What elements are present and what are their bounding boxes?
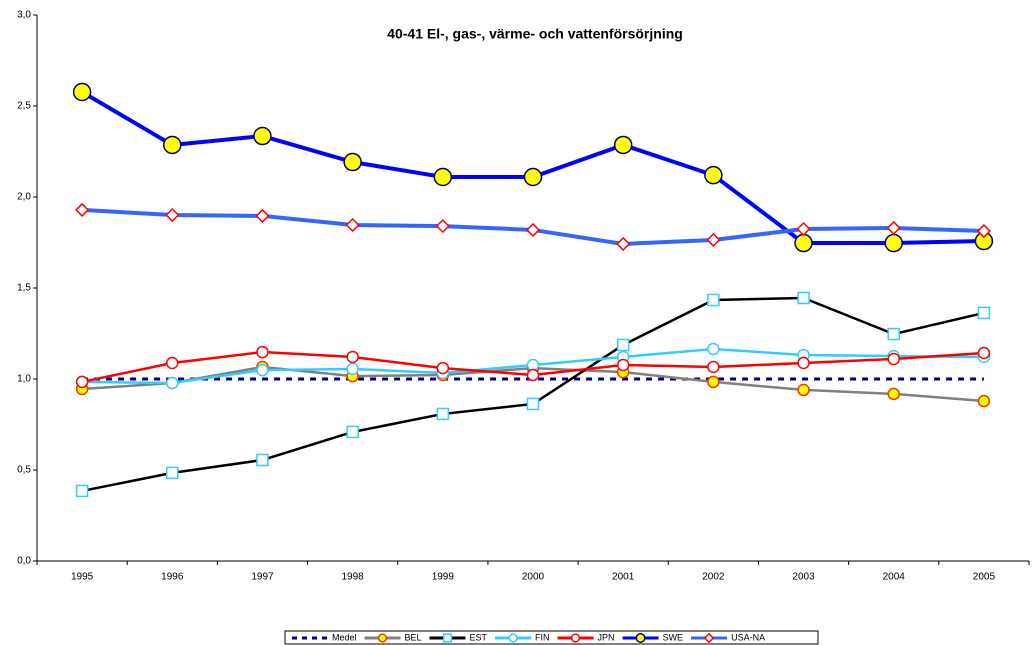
series-line <box>81 90 984 246</box>
marker <box>707 375 720 389</box>
marker <box>442 633 453 643</box>
marker <box>256 453 269 467</box>
marker <box>707 342 720 356</box>
marker <box>887 387 900 401</box>
marker <box>616 358 630 372</box>
marker <box>255 208 270 223</box>
marker <box>75 484 89 498</box>
legend-label: Medel <box>332 632 357 642</box>
x-tick-label: 2003 <box>792 572 815 583</box>
marker <box>797 383 810 397</box>
x-tick-label: 1999 <box>432 572 455 583</box>
legend-label: SWE <box>663 632 684 642</box>
marker <box>526 368 540 382</box>
x-tick-label: 1998 <box>342 572 365 583</box>
marker <box>796 221 811 237</box>
marker <box>346 350 359 364</box>
series-line <box>81 296 985 493</box>
marker <box>525 222 541 238</box>
x-tick-label: 1997 <box>251 572 274 583</box>
x-tick-label: 2001 <box>612 572 635 583</box>
marker <box>346 362 359 376</box>
legend-label: FIN <box>535 632 550 642</box>
marker <box>166 466 179 480</box>
marker <box>377 633 388 643</box>
x-tick-label: 1996 <box>161 572 184 583</box>
y-tick-label: 1,0 <box>17 374 31 385</box>
marker <box>166 356 179 370</box>
x-tick-label: 1995 <box>71 572 94 583</box>
marker <box>613 135 633 155</box>
marker <box>887 352 900 366</box>
marker <box>436 407 450 421</box>
legend-label: EST <box>470 632 488 642</box>
marker <box>704 165 723 185</box>
x-tick-label: 2002 <box>702 572 725 583</box>
marker <box>707 360 720 374</box>
marker <box>706 232 721 248</box>
marker <box>346 425 359 439</box>
y-tick-label: 2,0 <box>17 192 31 203</box>
legend-label: USA-NA <box>731 632 765 642</box>
y-tick-label: 2,5 <box>17 101 31 112</box>
marker <box>797 356 810 370</box>
marker <box>616 236 631 252</box>
legend-label: BEL <box>405 632 422 642</box>
marker <box>72 82 92 102</box>
marker <box>977 346 991 360</box>
marker <box>165 207 180 223</box>
legend-label: JPN <box>598 632 615 642</box>
marker <box>345 217 360 233</box>
chart-title: 40-41 El-, gas-, värme- och vattenförsör… <box>387 26 683 42</box>
marker <box>703 632 715 644</box>
y-tick-label: 0,5 <box>17 465 31 476</box>
marker <box>433 167 453 187</box>
marker <box>797 291 810 305</box>
marker <box>75 202 90 217</box>
marker <box>794 233 813 253</box>
x-tick-label: 2000 <box>522 572 545 583</box>
marker <box>887 327 900 341</box>
marker <box>977 394 991 408</box>
marker <box>508 633 518 643</box>
marker <box>884 233 903 253</box>
marker <box>526 397 540 411</box>
marker <box>436 361 450 375</box>
marker <box>163 135 182 155</box>
y-tick-label: 0,0 <box>17 556 31 567</box>
marker <box>570 633 581 643</box>
y-tick-label: 1,5 <box>17 283 31 294</box>
marker <box>435 219 450 234</box>
marker <box>616 338 630 352</box>
marker <box>707 293 720 307</box>
marker <box>256 345 269 359</box>
marker <box>343 152 362 172</box>
marker <box>75 375 89 389</box>
marker <box>635 633 646 643</box>
marker <box>523 167 543 187</box>
x-tick-label: 2004 <box>883 572 906 583</box>
marker <box>977 306 991 320</box>
y-tick-label: 3,0 <box>17 10 31 21</box>
x-tick-label: 2005 <box>973 572 996 583</box>
marker <box>886 220 901 236</box>
legend-frame <box>284 630 819 645</box>
marker <box>256 363 269 377</box>
marker <box>166 376 179 390</box>
marker <box>253 126 272 146</box>
marker <box>976 223 991 239</box>
